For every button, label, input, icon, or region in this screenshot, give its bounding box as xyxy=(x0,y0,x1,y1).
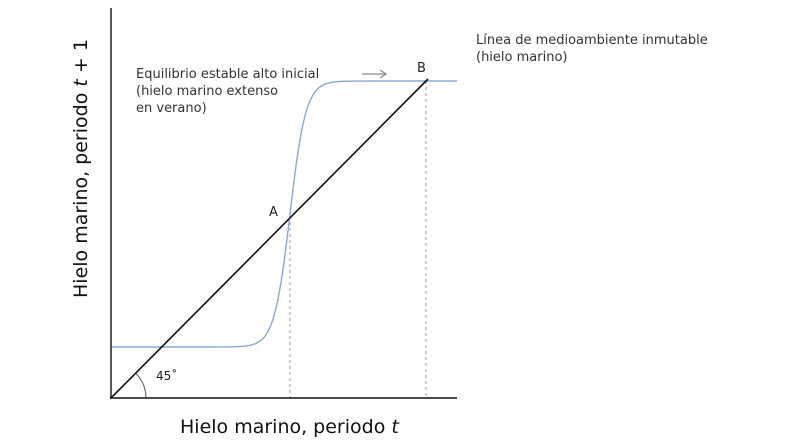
annotation-line-2: (hielo marino extenso xyxy=(136,84,278,99)
line-45-degree xyxy=(110,78,429,399)
angle-label: 45˚ xyxy=(156,368,177,383)
angle-arc xyxy=(135,372,147,399)
y-axis-title: Hielo marino, periodo t + 1 xyxy=(70,39,92,298)
line-45-label: Línea de medioambiente inmutable xyxy=(476,33,708,48)
s-curve xyxy=(111,80,457,348)
line-45-label-sub: (hielo marino) xyxy=(476,50,567,65)
annotation-line-1: Equilibrio estable alto inicial xyxy=(136,67,319,82)
right-arrow-icon xyxy=(362,69,388,79)
point-a-label: A xyxy=(269,205,278,220)
x-axis-title: Hielo marino, periodo t xyxy=(180,416,400,438)
annotation-line-3: en verano) xyxy=(136,101,207,116)
point-b-label: B xyxy=(417,61,426,76)
